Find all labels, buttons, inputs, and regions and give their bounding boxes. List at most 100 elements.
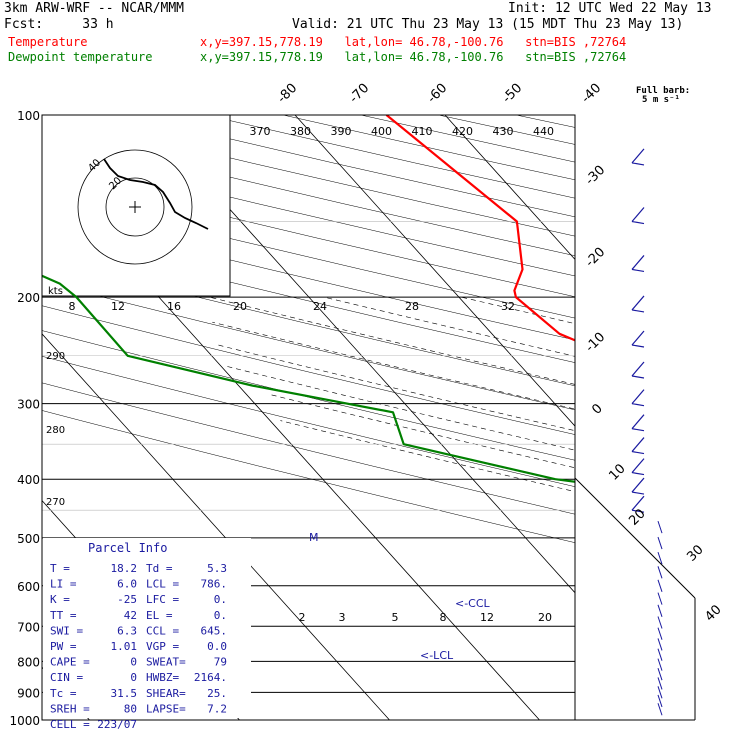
parcel-row-label: PW = bbox=[50, 640, 77, 653]
isotherm-label: -10 bbox=[583, 330, 609, 356]
isotherm bbox=[144, 115, 575, 594]
wind-barb bbox=[631, 330, 645, 346]
legend-dewpoint-loc: x,y=397.15,778.19 lat,lon= 46.78,-100.76… bbox=[200, 50, 627, 64]
mixing-ratio-label: 12 bbox=[480, 611, 494, 624]
parcel-row-label: CAPE = bbox=[50, 656, 90, 669]
barb-key-line2: 5 m s⁻¹ bbox=[642, 95, 680, 105]
parcel-row-value: 25. bbox=[207, 687, 227, 700]
wind-barb bbox=[631, 361, 645, 377]
parcel-row-value: 0 bbox=[130, 671, 137, 684]
wind-barb bbox=[631, 255, 645, 270]
parcel-row-label: CIN = bbox=[50, 671, 83, 684]
upper-scale-label: 8 bbox=[69, 300, 76, 313]
parcel-row-value: 31.5 bbox=[111, 687, 138, 700]
skew-edge bbox=[574, 477, 696, 599]
mixing-ratio-label: 5 bbox=[392, 611, 399, 624]
ccl-marker: <-CCL bbox=[455, 597, 491, 610]
theta-label: 400 bbox=[371, 125, 392, 138]
wind-barb bbox=[657, 648, 663, 661]
parcel-row-value: 80 bbox=[124, 702, 137, 715]
wind-barb bbox=[631, 509, 645, 513]
parcel-row-label: SWI = bbox=[50, 624, 83, 637]
parcel-row-value: 6.3 bbox=[117, 624, 137, 637]
parcel-row-value: 645. bbox=[201, 624, 228, 637]
pressure-label: 600 bbox=[17, 580, 40, 594]
legend-dewpoint-label: Dewpoint temperature bbox=[8, 50, 153, 64]
theta-label: 430 bbox=[493, 125, 514, 138]
header-model: 3km ARW-WRF -- NCAR/MMM bbox=[4, 1, 185, 16]
wind-barb bbox=[657, 592, 663, 605]
sounding-curves bbox=[42, 115, 575, 483]
wind-barb bbox=[657, 627, 663, 640]
isotherm bbox=[444, 115, 575, 261]
upper-scale-label: 16 bbox=[167, 300, 181, 313]
wind-barb bbox=[657, 686, 663, 699]
wind-barb bbox=[657, 604, 663, 617]
moist-adiabat bbox=[212, 321, 575, 410]
wind-barb bbox=[657, 520, 663, 534]
parcel-row-value: 223/07 bbox=[97, 718, 137, 731]
upper-scale-label: 24 bbox=[313, 300, 327, 313]
parcel-row-label: CCL = bbox=[146, 624, 179, 637]
parcel-row-value: 0.0 bbox=[207, 640, 227, 653]
moist-adiabat bbox=[323, 296, 575, 357]
parcel-row-value: 2164. bbox=[194, 671, 227, 684]
wind-barb bbox=[657, 566, 663, 579]
lcl-marker: <-LCL bbox=[420, 649, 454, 662]
left-scale-label: 280 bbox=[46, 425, 65, 436]
wind-barb bbox=[631, 309, 645, 313]
left-scale-label: 270 bbox=[46, 497, 65, 508]
parcel-row-label: T = bbox=[50, 562, 70, 575]
pressure-label: 400 bbox=[17, 473, 40, 487]
moist-adiabat bbox=[271, 394, 575, 469]
isotherm-label: -30 bbox=[583, 163, 609, 189]
wind-barbs bbox=[631, 148, 663, 716]
wind-barb bbox=[631, 162, 645, 166]
parcel-row-value: 7.2 bbox=[207, 702, 227, 715]
parcel-row-value: 0. bbox=[214, 609, 227, 622]
isotherm bbox=[42, 333, 390, 720]
isotherm-label: -50 bbox=[500, 81, 526, 107]
theta-label: 370 bbox=[250, 125, 271, 138]
moist-adiabat bbox=[625, 297, 740, 720]
parcel-row-value: 18.2 bbox=[111, 562, 138, 575]
isotherm bbox=[294, 115, 575, 427]
pressure-label: 700 bbox=[17, 620, 40, 634]
mixing-ratio-label: 3 bbox=[339, 611, 346, 624]
dry-adiabat bbox=[672, 115, 740, 720]
wind-barb bbox=[631, 344, 645, 348]
pressure-label: 800 bbox=[17, 655, 40, 669]
mixing-ratio-label: 8 bbox=[440, 611, 447, 624]
legend-temperature-label: Temperature bbox=[8, 35, 88, 49]
parcel-row-label: EL = bbox=[146, 609, 173, 622]
wind-barb bbox=[631, 389, 645, 405]
parcel-row-label: CELL = bbox=[50, 718, 90, 731]
wind-barb bbox=[631, 491, 645, 495]
pressure-label: 200 bbox=[17, 291, 40, 305]
isotherm-label: -70 bbox=[347, 81, 373, 107]
dewpoint-curve bbox=[42, 274, 575, 483]
isotherm-label: 20 bbox=[626, 506, 648, 528]
wind-barb bbox=[631, 375, 645, 379]
wind-barb bbox=[631, 148, 645, 164]
wind-barb bbox=[631, 450, 645, 455]
temperature-curve bbox=[385, 115, 575, 342]
parcel-row-label: LCL = bbox=[146, 578, 179, 591]
barb-key-line1: Full barb: bbox=[636, 86, 691, 96]
mid-marker: M bbox=[309, 531, 319, 544]
upper-scale-label: 32 bbox=[501, 300, 515, 313]
isotherm-label: 0 bbox=[589, 401, 605, 417]
hodograph-ring bbox=[77, 149, 193, 265]
hodograph-ring bbox=[105, 177, 165, 237]
moist-adiabat bbox=[225, 365, 575, 451]
parcel-row-value: 0. bbox=[214, 593, 227, 606]
dry-adiabat bbox=[594, 115, 740, 720]
left-scale-label: 290 bbox=[46, 351, 65, 362]
wind-barb bbox=[631, 472, 645, 476]
wind-barb bbox=[657, 658, 663, 671]
wind-barb bbox=[657, 616, 663, 629]
mixing-ratio-label: 2 bbox=[299, 611, 306, 624]
wind-barb bbox=[657, 579, 663, 592]
wind-barb bbox=[657, 638, 663, 651]
